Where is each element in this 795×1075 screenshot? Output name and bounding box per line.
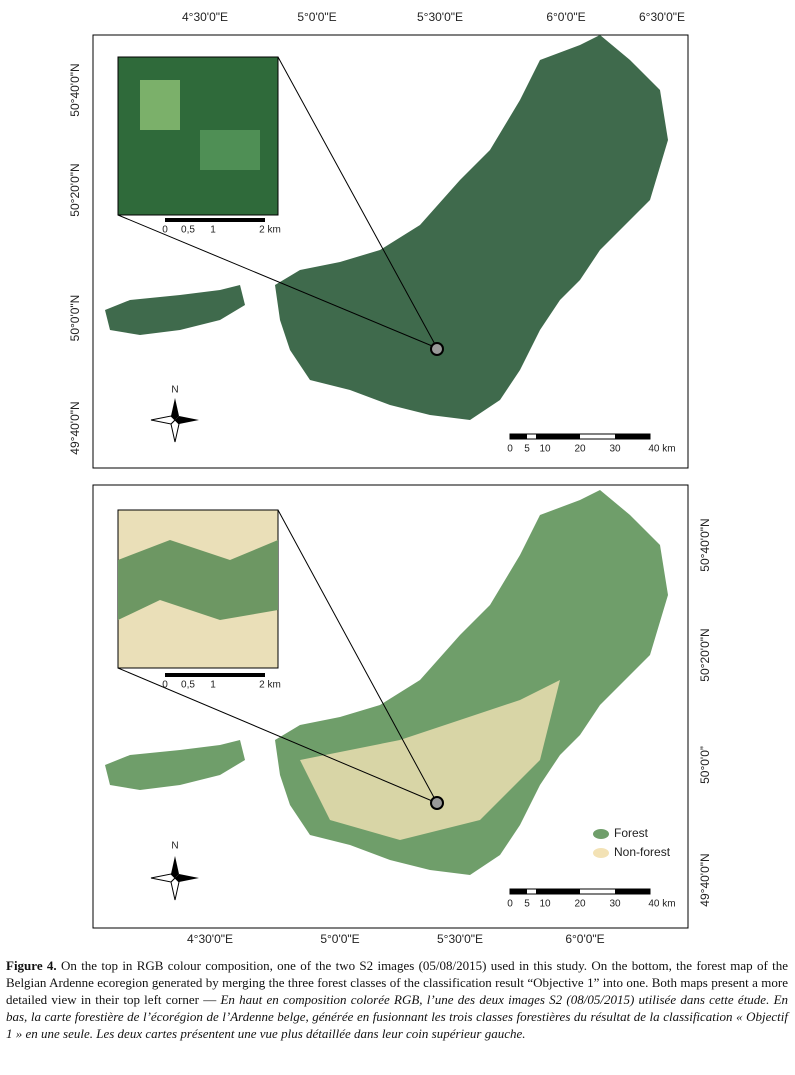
inset-scale-bar: [165, 673, 265, 677]
scale-bar: [510, 889, 527, 894]
non-forest-area: [300, 680, 560, 840]
scale-label: 0: [162, 225, 168, 236]
inset-field: [140, 80, 180, 130]
scale-bar: [545, 889, 580, 894]
connector: [277, 56, 438, 349]
legend-swatch: [593, 829, 609, 839]
lon-label: 4°30'0"E: [187, 932, 233, 946]
legend-label: Forest: [614, 826, 649, 840]
scale-label: 10: [539, 444, 551, 455]
scale-bar: [510, 434, 527, 439]
caption-french: En haut en composition colorée RGB, l’un…: [6, 992, 789, 1041]
lon-label: 5°0'0"E: [297, 10, 336, 24]
lon-label: 5°0'0"E: [320, 932, 359, 946]
scale-bar: [615, 889, 650, 894]
scale-bar: [536, 434, 545, 439]
scale-label: 40 km: [648, 899, 675, 910]
lat-label: 50°40'0"N: [68, 63, 82, 116]
legend-swatch: [593, 848, 609, 858]
scale-label: 30: [609, 444, 621, 455]
north-label: N: [171, 841, 178, 852]
lon-label: 6°0'0"E: [565, 932, 604, 946]
lat-label: 50°20'0"N: [698, 628, 712, 681]
scale-label: 30: [609, 899, 621, 910]
connector: [117, 214, 438, 349]
scale-label: 2 km: [259, 225, 281, 236]
scale-label: 1: [210, 225, 216, 236]
north-label: N: [171, 385, 178, 396]
inset-forest: [118, 540, 278, 620]
scale-label: 0,5: [181, 225, 195, 236]
scale-label: 20: [574, 444, 586, 455]
caption: Figure 4. On the top in RGB colour compo…: [6, 957, 788, 1042]
scale-bar: [536, 889, 545, 894]
figure: 0 0,5 1 2 km N 0 5 10 20 30 40 km 4°30'0…: [68, 10, 712, 946]
scale-label: 10: [539, 899, 551, 910]
location-marker: [430, 796, 444, 810]
lon-label: 5°30'0"E: [437, 932, 483, 946]
caption-label: Figure 4.: [6, 958, 57, 973]
lat-label: 50°20'0"N: [68, 163, 82, 216]
lon-label: 6°0'0"E: [546, 10, 585, 24]
lat-label: 49°40'0"N: [698, 853, 712, 906]
scale-label: 1: [210, 680, 216, 691]
lat-label: 50°0'0”: [698, 746, 712, 784]
lat-label: 49°40'0"N: [68, 401, 82, 454]
scale-label: 0: [507, 899, 513, 910]
scale-label: 0: [507, 444, 513, 455]
connector: [117, 667, 438, 804]
lon-label: 5°30'0"E: [417, 10, 463, 24]
inset-field: [200, 130, 260, 170]
lat-label: 50°40'0"N: [698, 518, 712, 571]
lon-label: 6°30'0"E: [639, 10, 685, 24]
scale-label: 40 km: [648, 444, 675, 455]
scale-bar: [545, 434, 580, 439]
lon-label: 4°30'0"E: [182, 10, 228, 24]
scale-label: 2 km: [259, 680, 281, 691]
legend-label: Non-forest: [614, 845, 671, 859]
lat-label: 50°0'0"N: [68, 295, 82, 342]
scale-label: 5: [524, 444, 530, 455]
scale-label: 20: [574, 899, 586, 910]
location-marker: [430, 342, 444, 356]
caption-english: On the top in RGB colour composition, on…: [6, 958, 789, 1007]
inset-scale-bar: [165, 218, 265, 222]
scale-label: 5: [524, 899, 530, 910]
scale-bar: [615, 434, 650, 439]
scale-label: 0: [162, 680, 168, 691]
scale-label: 0,5: [181, 680, 195, 691]
connector: [277, 509, 438, 804]
